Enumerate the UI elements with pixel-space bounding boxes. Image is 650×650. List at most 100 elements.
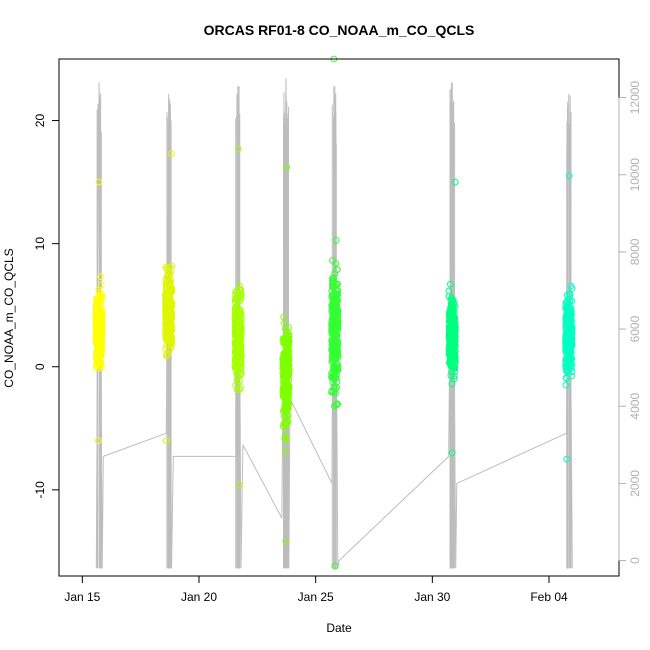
chart-title: ORCAS RF01-8 CO_NOAA_m_CO_QCLS (204, 22, 475, 38)
data-point (332, 389, 339, 397)
data-point (282, 350, 290, 358)
data-point (334, 361, 342, 369)
data-point (279, 423, 287, 431)
x-tick-label: Jan 15 (64, 590, 100, 604)
data-point (98, 332, 106, 339)
data-point (94, 437, 102, 445)
y-tick-label: 20 (33, 114, 47, 128)
points-layer (92, 55, 576, 570)
data-point (565, 172, 573, 180)
data-point (97, 273, 105, 281)
data-point (331, 562, 339, 570)
data-point (447, 296, 455, 304)
data-point (567, 316, 575, 323)
data-point (232, 381, 240, 389)
data-point (447, 280, 454, 288)
series-rf05 (328, 55, 342, 570)
data-point (329, 257, 336, 264)
x-tick-label: Jan 20 (181, 590, 217, 604)
y-tick-label: -10 (33, 481, 47, 499)
data-point (95, 286, 103, 294)
data-point (449, 335, 456, 343)
data-point (284, 358, 292, 366)
data-point (93, 303, 101, 311)
y-axis-label: CO_NOAA_m_CO_QCLS (2, 248, 16, 387)
data-point (233, 307, 240, 315)
data-point (332, 236, 340, 244)
data-point (165, 295, 173, 303)
data-point (450, 364, 458, 371)
x-tick-label: Jan 30 (414, 590, 450, 604)
data-point (284, 412, 292, 420)
data-point (450, 313, 458, 321)
series-rf04 (279, 163, 293, 545)
x-tick-label: Feb 04 (530, 590, 568, 604)
data-point (162, 345, 170, 353)
data-point (330, 302, 338, 310)
data-point (93, 364, 101, 372)
data-point (167, 340, 175, 348)
data-point (280, 340, 288, 348)
data-point (282, 538, 290, 545)
data-point (445, 287, 453, 295)
data-point (233, 386, 241, 394)
data-point (281, 434, 289, 442)
data-point (232, 303, 240, 311)
data-point (164, 316, 172, 324)
data-point (330, 335, 338, 343)
y2-tick-label: 4000 (628, 393, 642, 420)
data-point (329, 303, 337, 311)
data-point (333, 337, 341, 344)
data-point (164, 271, 172, 279)
series-rf02 (162, 150, 176, 445)
series-rf06 (445, 178, 459, 457)
data-point (333, 400, 341, 408)
data-point (96, 362, 104, 370)
data-point (334, 350, 342, 358)
data-point (563, 350, 570, 358)
data-point (334, 346, 342, 354)
data-point (328, 388, 336, 396)
data-point (449, 348, 457, 356)
data-point (94, 295, 102, 303)
data-point (448, 357, 455, 365)
y2-tick-label: 10000 (628, 158, 642, 192)
data-point (283, 379, 291, 387)
data-point (167, 344, 175, 352)
data-point (234, 332, 242, 339)
data-point (163, 311, 171, 319)
data-point (332, 281, 340, 289)
data-point (162, 292, 170, 299)
data-point (332, 385, 339, 392)
data-point (162, 437, 170, 445)
data-point (163, 352, 171, 359)
data-point (445, 326, 453, 333)
data-point (233, 377, 241, 385)
data-point (281, 448, 289, 456)
data-point (279, 408, 287, 415)
data-point (566, 315, 574, 323)
data-point (167, 337, 175, 345)
data-point (234, 145, 242, 153)
data-point (565, 332, 573, 340)
data-point (167, 322, 175, 330)
data-point (233, 337, 241, 345)
data-point (280, 319, 288, 327)
data-point (562, 381, 570, 389)
data-point (232, 316, 239, 324)
data-point (163, 327, 171, 335)
data-point (562, 301, 570, 309)
data-point (163, 284, 170, 291)
data-point (95, 178, 103, 186)
data-point (281, 351, 289, 359)
data-point (330, 320, 337, 328)
data-point (235, 369, 243, 377)
data-point (232, 362, 240, 370)
data-point (281, 373, 289, 381)
data-point (566, 358, 574, 366)
data-point (234, 334, 242, 342)
data-point (451, 178, 459, 186)
x-axis-label: Date (326, 621, 352, 635)
data-point (163, 265, 171, 272)
data-point (232, 350, 240, 358)
